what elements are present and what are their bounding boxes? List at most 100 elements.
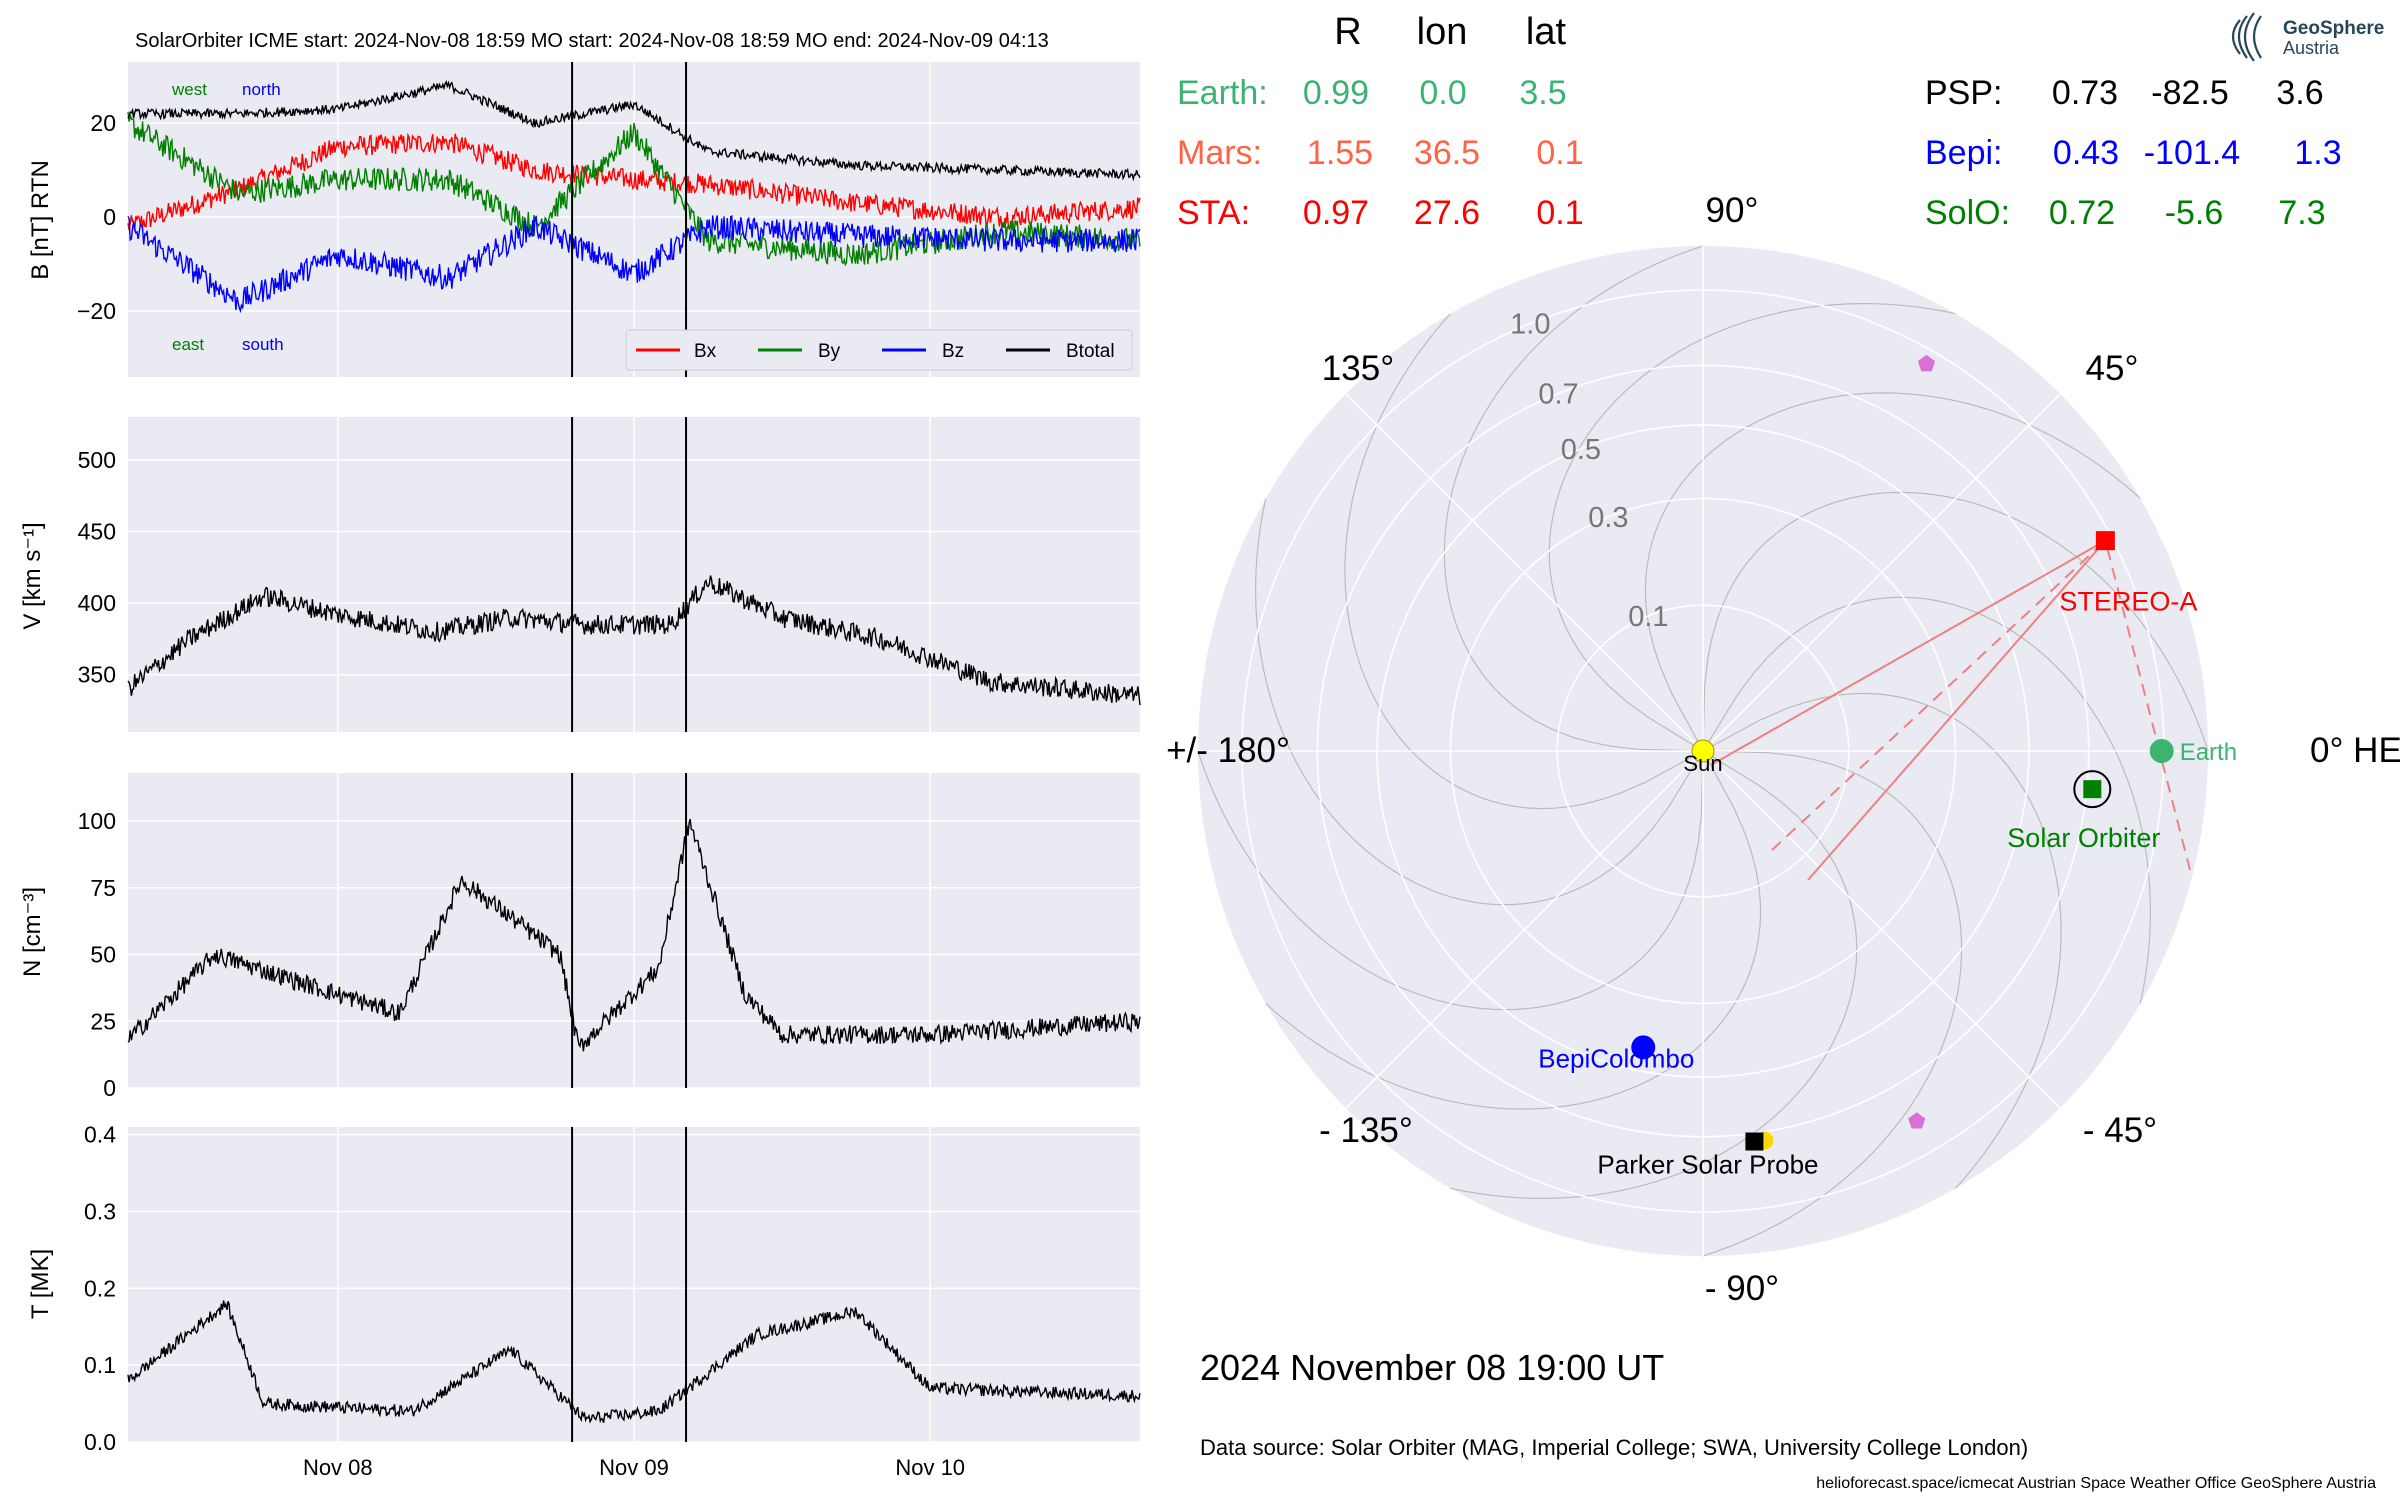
pentagon-marker [1917,354,1935,372]
label-east: east [172,335,204,354]
y-tick-label: 0.4 [84,1122,116,1148]
footer-credits: helioforecast.space/icmecat Austrian Spa… [1816,1475,2376,1492]
legend-box [625,329,1133,371]
polar-spoke [1702,393,2061,752]
table-header-r: R [1334,11,1361,53]
polar-r-label: 0.5 [1561,434,1601,466]
series-line-btotal [127,80,1141,182]
polar-angle-label: - 90° [1705,1269,1779,1308]
parker-solar-probe-label: Parker Solar Probe [1597,1150,1818,1180]
table-r: 0.97 [1303,194,1369,232]
table-r: 1.55 [1307,134,1373,172]
table-row-psp: PSP: 0.73 -82.5 3.6 [1925,74,2324,112]
polar-angle-label: 45° [2086,349,2139,388]
y-tick-label: 0.2 [84,1275,116,1301]
table-lon: -82.5 [2151,74,2229,112]
table-label: Earth: [1177,74,1268,112]
y-tick-label: 25 [90,1008,116,1034]
connection-line-dashed [1771,539,2107,851]
geosphere-logo-icon [2231,12,2262,62]
table-r: 0.43 [2053,134,2119,172]
solar-orbiter-marker [2083,780,2102,799]
table-r: 0.72 [2049,194,2115,232]
panel-n: 100 75 50 25 0 N [cm⁻³] [19,773,1141,1101]
y-tick-label: 20 [90,110,116,136]
legend-bz-label: Bz [942,341,964,362]
table-header-lon: lon [1417,11,1468,53]
table-label: PSP: [1925,74,2002,112]
legend-bx-label: Bx [694,341,717,362]
panel-v-ylabel: V [km s⁻¹] [19,522,46,629]
polar-angle-label: - 45° [2083,1111,2157,1150]
series-line-by [127,111,1141,267]
y-tick-label: 0 [103,1075,116,1101]
y-tick-label: 0.3 [84,1199,116,1225]
table-label: Bepi: [1925,134,2003,172]
table-lat: 7.3 [2278,194,2325,232]
polar-r-label: 0.3 [1588,502,1628,534]
table-lat: 3.6 [2276,74,2323,112]
solar-orbiter-label: Solar Orbiter [2007,823,2160,853]
panel-b-ylabel: B [nT] RTN [27,160,54,280]
x-tick-label: Nov 09 [599,1455,669,1480]
series-line-data [127,1300,1141,1424]
table-lon: 27.6 [1414,194,1480,232]
logo-line2: Austria [2283,38,2340,58]
earth-marker [2149,739,2174,763]
label-north: north [242,80,281,99]
polar-spoke [1345,393,1704,752]
series-line-data [127,575,1141,706]
polar-spoke [1702,750,2061,1109]
solar-orbiter-ring [2073,770,2112,809]
legend-by-label: By [818,341,841,362]
panel-n-plot: 100 75 50 25 0 [78,773,1141,1101]
table-lon: 0.0 [1419,74,1466,112]
polar-r-label: 1.0 [1510,309,1550,341]
footer-date: 2024 November 08 19:00 UT [1200,1347,1664,1388]
polar-angle-label: - 135° [1319,1111,1413,1150]
geosphere-logo: GeoSphere Austria [2231,12,2384,62]
table-row-solo: SolO: 0.72 -5.6 7.3 [1925,194,2326,232]
y-tick-label: 0 [103,204,116,230]
polar-r-label: 0.7 [1538,378,1578,410]
series-line-bx [127,132,1141,232]
polar-plot: 0.1 0.3 0.5 0.7 1.0 0° HEEQ 45° 90° 135° +/- 180°… [1166,191,2400,1308]
insitu-title: SolarOrbiter ICME start: 2024-Nov-08 18:… [135,30,1049,52]
panel-v: 500 450 400 350 V [km s⁻¹] [19,417,1141,732]
panel-v-plot: 500 450 400 350 [78,417,1141,732]
y-tick-label: 50 [90,942,116,968]
table-row-bepi: Bepi: 0.43 -101.4 1.3 [1925,134,2342,172]
positions-table: R lon lat Earth: 0.99 0.0 3.5 Mars: 1.55… [1177,11,2342,232]
panel-b-legend: Bx By Bz Btotal [625,329,1133,371]
table-r: 0.99 [1303,74,1369,112]
table-label: STA: [1177,194,1250,232]
legend-btotal-label: Btotal [1066,341,1115,362]
logo-line1: GeoSphere [2283,18,2384,39]
stereo-a-marker [2095,531,2115,551]
connection-line [1710,539,2106,766]
series-line-bz [127,215,1141,314]
table-r: 0.73 [2052,74,2118,112]
sun-label: Sun [1683,751,1722,776]
sun-marker [1691,739,1715,763]
panel-b: 200−20 B [nT] RTN west north east south … [27,62,1141,377]
table-lon: 36.5 [1414,134,1480,172]
table-lat: 1.3 [2294,134,2341,172]
polar-angle-label: 90° [1706,191,1759,230]
table-lon: -101.4 [2144,134,2240,172]
earth-label: Earth [2180,739,2237,766]
polar-angle-label: +/- 180° [1166,731,1290,770]
y-tick-label: 0.1 [84,1352,116,1378]
label-south: south [242,335,284,354]
y-tick-label: 100 [78,808,116,834]
table-row-sta: STA: 0.97 27.6 0.1 [1177,194,1584,232]
table-row-mars: Mars: 1.55 36.5 0.1 [1177,134,1584,172]
polar-angle-label: 0° HEEQ [2310,731,2400,770]
bepicolombo-label: BepiColombo [1538,1043,1694,1073]
panel-b-plot: 20 0 −20 [77,62,1141,377]
x-tick-label: Nov 08 [303,1455,373,1480]
panel-t: 0.4 0.3 0.2 0.1 0.0 T [MK] [27,1122,1141,1455]
bepicolombo-marker [1631,1035,1656,1060]
connection-line-dashed [2104,540,2191,871]
